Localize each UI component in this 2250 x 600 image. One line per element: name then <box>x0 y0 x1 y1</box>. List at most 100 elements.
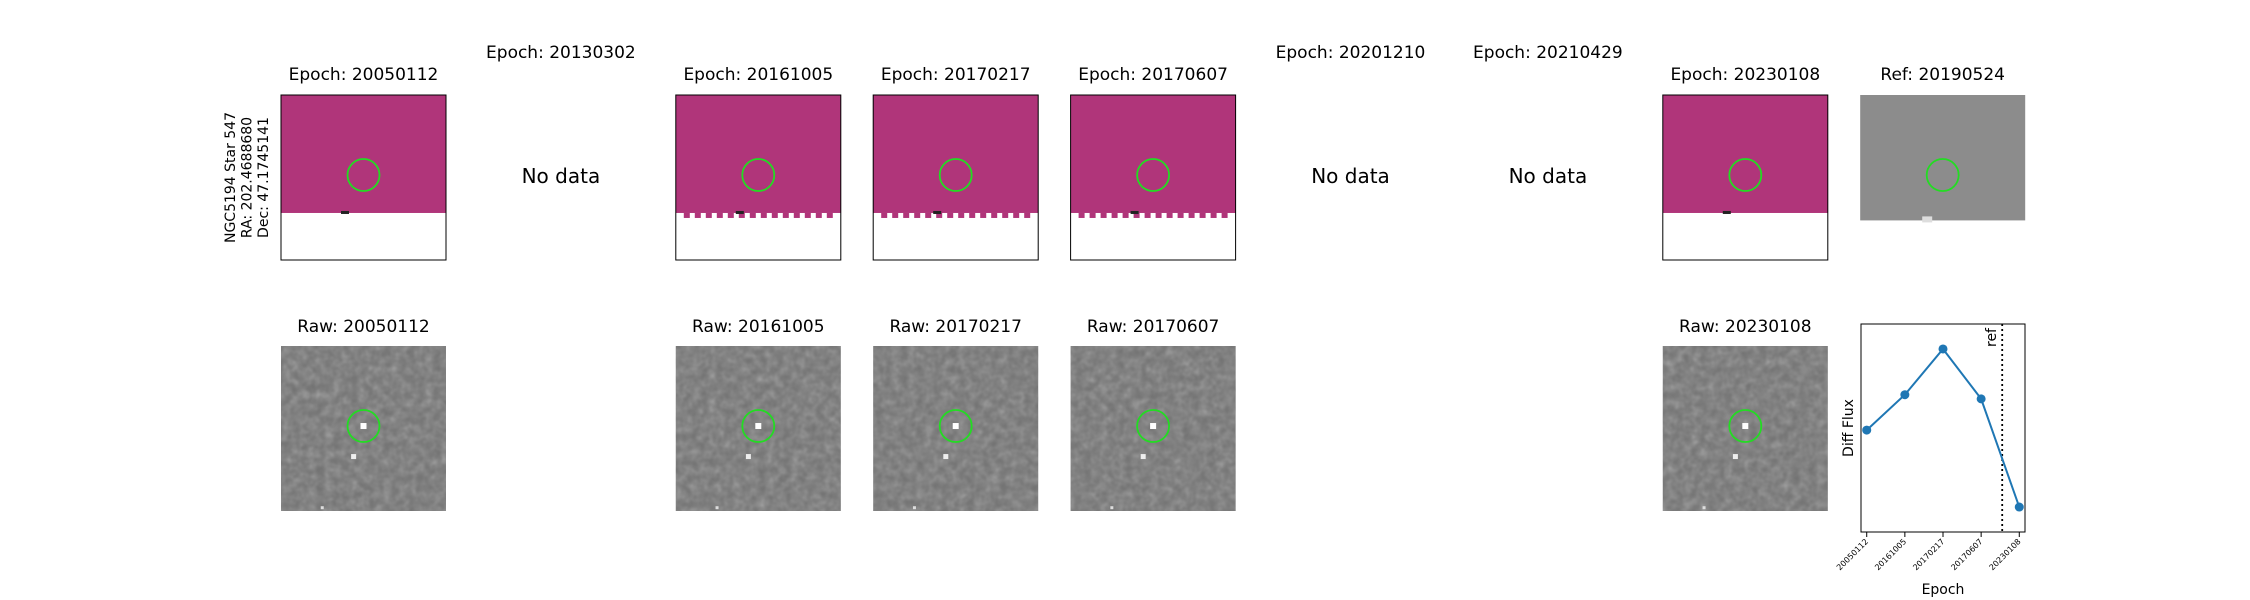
star <box>351 454 357 460</box>
mask-edge <box>1089 212 1096 218</box>
artifact <box>933 210 942 214</box>
mask-edge <box>738 212 745 218</box>
star <box>755 423 762 430</box>
star <box>952 423 959 430</box>
mask-edge <box>826 212 833 218</box>
panel-title: Epoch: 20050112 <box>289 65 439 85</box>
artifact <box>1922 216 1933 223</box>
image-fill <box>1860 95 2026 221</box>
raw-image <box>873 346 1039 511</box>
artifact <box>1722 210 1731 214</box>
raw-image <box>1070 346 1236 511</box>
star <box>1732 454 1738 460</box>
mask-edge <box>1210 212 1217 218</box>
diff-image <box>872 94 1039 261</box>
mask-edge <box>969 212 976 218</box>
mask-edge <box>1166 212 1173 218</box>
mask-edge <box>980 212 987 218</box>
panel-title: Raw: 20230108 <box>1679 317 1812 337</box>
star <box>1150 423 1157 430</box>
mask-edge <box>1078 212 1085 218</box>
mask-edge <box>1177 212 1184 218</box>
artifact <box>341 210 349 214</box>
mask-edge <box>749 212 756 218</box>
frame <box>280 94 447 261</box>
mask-edge <box>1199 212 1206 218</box>
star <box>1140 454 1146 460</box>
frame <box>1662 94 1829 261</box>
mask-edge <box>705 212 712 218</box>
image-fill <box>873 95 1039 213</box>
plot-frame <box>1860 323 2026 533</box>
mask-edge <box>1122 212 1129 218</box>
mask-edge <box>793 212 800 218</box>
flux-point <box>1938 344 1948 354</box>
panel-title: Epoch: 20130302 <box>486 43 636 63</box>
mask-edge <box>1013 212 1020 218</box>
x-axis-label: Epoch <box>1922 582 1965 598</box>
star-info: NGC5194 Star 547 <box>223 112 239 243</box>
mask-edge <box>1100 212 1107 218</box>
mask-edge <box>771 212 778 218</box>
image-fill <box>281 95 446 213</box>
star <box>360 423 367 430</box>
mask-edge <box>903 212 910 218</box>
ref-label: ref <box>1984 327 2000 347</box>
x-tick-label: 20050112 <box>1835 537 1870 572</box>
raw-image <box>675 346 841 511</box>
x-tick-label: 20230108 <box>1988 537 2023 572</box>
mask-edge <box>1133 212 1140 218</box>
no-data: No data <box>522 164 601 188</box>
artifact <box>735 210 744 214</box>
mask-edge <box>1221 212 1228 218</box>
star <box>745 454 751 460</box>
panel-title: Raw: 20050112 <box>297 317 430 337</box>
panel-title: Raw: 20161005 <box>692 317 825 337</box>
star <box>943 454 949 460</box>
diff-image <box>1662 94 1829 261</box>
target-circle <box>741 409 776 443</box>
mask-edge <box>727 212 734 218</box>
diff-image <box>1070 94 1237 261</box>
panel-title: Epoch: 20161005 <box>683 65 833 85</box>
mask-edge <box>694 212 701 218</box>
flux-point <box>1976 394 1986 404</box>
mask-edge <box>804 212 811 218</box>
mask-edge <box>1144 212 1151 218</box>
target-circle <box>1728 409 1763 443</box>
panel-title: Epoch: 20170217 <box>881 65 1031 85</box>
star-info: RA: 202.4688680 <box>240 117 256 238</box>
raw-image <box>1662 346 1828 511</box>
target-circle <box>346 158 381 192</box>
mask-edge <box>782 212 789 218</box>
mask-edge <box>925 212 932 218</box>
star <box>1702 506 1706 510</box>
artifact <box>1130 210 1139 214</box>
panel-title: Epoch: 20170607 <box>1078 65 1228 85</box>
frame <box>872 94 1039 261</box>
star <box>715 506 719 510</box>
mask-edge <box>947 212 954 218</box>
flux-point <box>1900 390 1910 400</box>
no-data: No data <box>1311 164 1390 188</box>
x-tick-label: 20170607 <box>1949 537 1984 572</box>
diff-image <box>1860 95 2026 223</box>
panel-title: Epoch: 20201210 <box>1276 43 1426 63</box>
target-circle <box>741 158 776 192</box>
diff-image <box>280 94 447 261</box>
mask-edge <box>1024 212 1031 218</box>
mask-edge <box>815 212 822 218</box>
frame <box>675 94 842 261</box>
mask-edge <box>914 212 921 218</box>
target-circle <box>938 158 973 192</box>
target-circle <box>1925 158 1960 192</box>
flux-line <box>1866 347 2021 508</box>
mask-edge <box>892 212 899 218</box>
star-info: Dec: 47.1745141 <box>256 117 272 238</box>
flux-point <box>2014 502 2024 512</box>
star <box>320 506 324 510</box>
x-tick-label: 20161005 <box>1873 537 1908 572</box>
mask-edge <box>683 212 690 218</box>
mask-edge <box>1188 212 1195 218</box>
